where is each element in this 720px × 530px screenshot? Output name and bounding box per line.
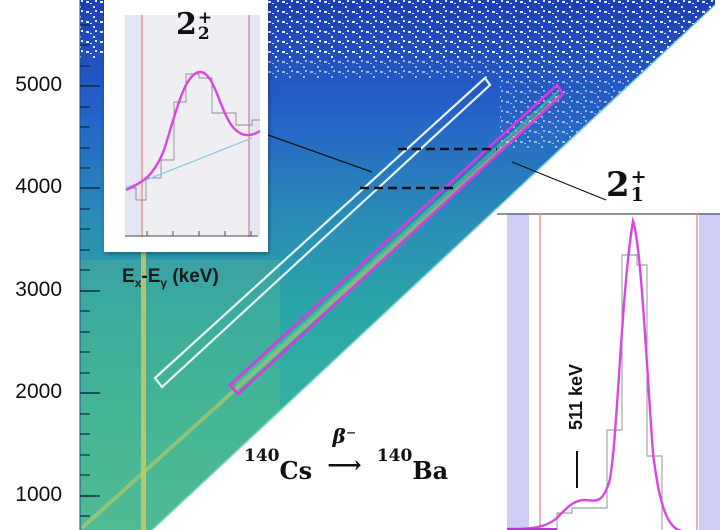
peak-marker-511kev: 511 keV: [566, 363, 586, 430]
daughter-mass-number: 140: [376, 446, 413, 466]
axis-title-minus-e: -E: [141, 266, 161, 287]
inset-2-2plus: 2 +2: [104, 0, 268, 252]
state-label-2-2plus: 2 +2: [176, 7, 213, 45]
ytick-5000: 5000: [15, 73, 62, 96]
parent-element: Cs: [279, 456, 313, 485]
state-sup: +: [630, 166, 647, 188]
axis-title-unit: (keV): [167, 266, 219, 287]
inset-2-1plus: [497, 213, 720, 530]
projection-axis-title: Ex-Eγ (keV): [122, 266, 219, 290]
ytick-1000: 1000: [15, 483, 62, 506]
axis-title-sub-gamma: γ: [160, 275, 168, 290]
arrow-icon: ⟶: [327, 450, 362, 479]
state-sub: 2: [197, 24, 210, 45]
axis-title-sub-x: x: [134, 275, 142, 290]
axis-title-e: E: [122, 266, 135, 287]
ytick-3000: 3000: [15, 278, 62, 301]
beta-minus-label: β⁻: [332, 424, 357, 448]
state-sub: 1: [630, 184, 644, 207]
daughter-element: Ba: [412, 456, 449, 485]
decay-arrow: β⁻ ⟶: [324, 424, 364, 479]
gate-2-2plus: [153, 76, 492, 389]
ytick-2000: 2000: [15, 380, 62, 403]
state-base: 2: [606, 165, 630, 205]
ytick-4000: 4000: [15, 175, 62, 198]
inset-2-2plus-plot: [125, 15, 261, 237]
inset-2-1plus-plot: [497, 213, 720, 530]
parent-mass-number: 140: [244, 446, 280, 466]
state-base: 2: [176, 7, 197, 42]
decay-reaction: 140Cs β⁻ ⟶ 140Ba: [244, 424, 448, 485]
gate-2-1plus: [228, 83, 565, 396]
state-sup: +: [197, 8, 213, 28]
state-label-2-1plus: 2 +1: [606, 165, 647, 207]
